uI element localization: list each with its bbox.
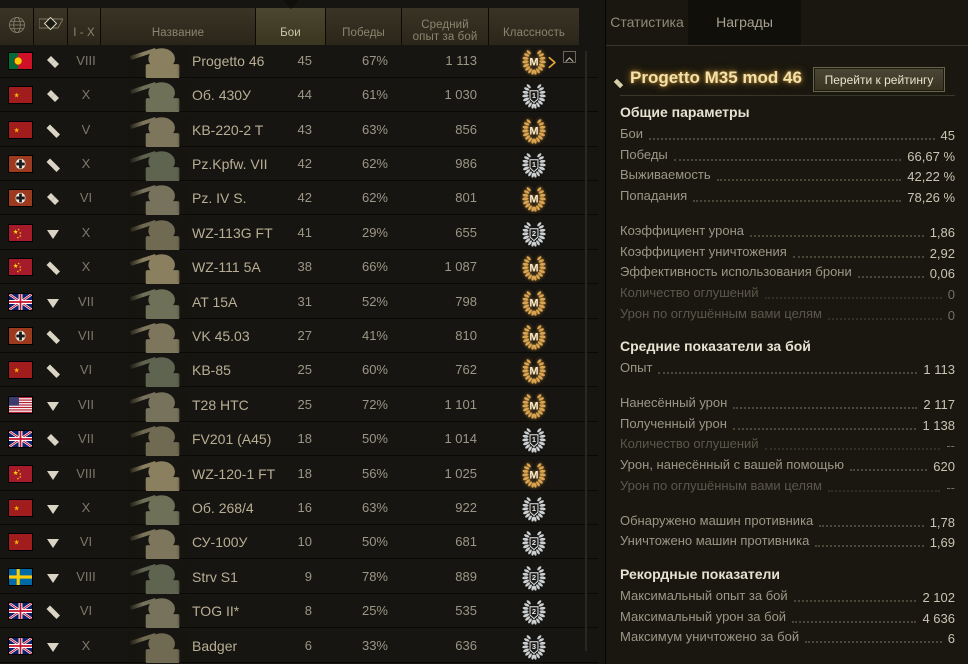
svg-text:3: 3: [532, 642, 536, 651]
svg-text:★: ★: [14, 126, 20, 134]
svg-text:★: ★: [17, 235, 20, 239]
svg-text:2: 2: [532, 539, 536, 548]
svg-text:1: 1: [532, 435, 536, 444]
svg-text:★: ★: [17, 476, 20, 480]
svg-text:2: 2: [532, 607, 536, 616]
svg-text:M: M: [529, 400, 538, 412]
svg-text:M: M: [529, 366, 538, 378]
svg-text:1: 1: [532, 504, 536, 513]
svg-text:2: 2: [532, 573, 536, 582]
svg-text:M: M: [529, 194, 538, 206]
svg-text:★: ★: [14, 504, 20, 512]
svg-text:M: M: [529, 332, 538, 344]
svg-text:M: M: [529, 469, 538, 481]
svg-text:M: M: [529, 263, 538, 275]
svg-text:★: ★: [14, 539, 20, 547]
svg-text:★: ★: [14, 367, 20, 375]
svg-text:1: 1: [532, 160, 536, 169]
svg-text:1: 1: [532, 91, 536, 100]
svg-text:★: ★: [17, 270, 20, 274]
svg-text:M: M: [529, 297, 538, 309]
svg-text:M: M: [529, 125, 538, 137]
svg-text:2: 2: [532, 229, 536, 238]
svg-text:M: M: [529, 56, 538, 68]
svg-text:★: ★: [14, 91, 20, 99]
